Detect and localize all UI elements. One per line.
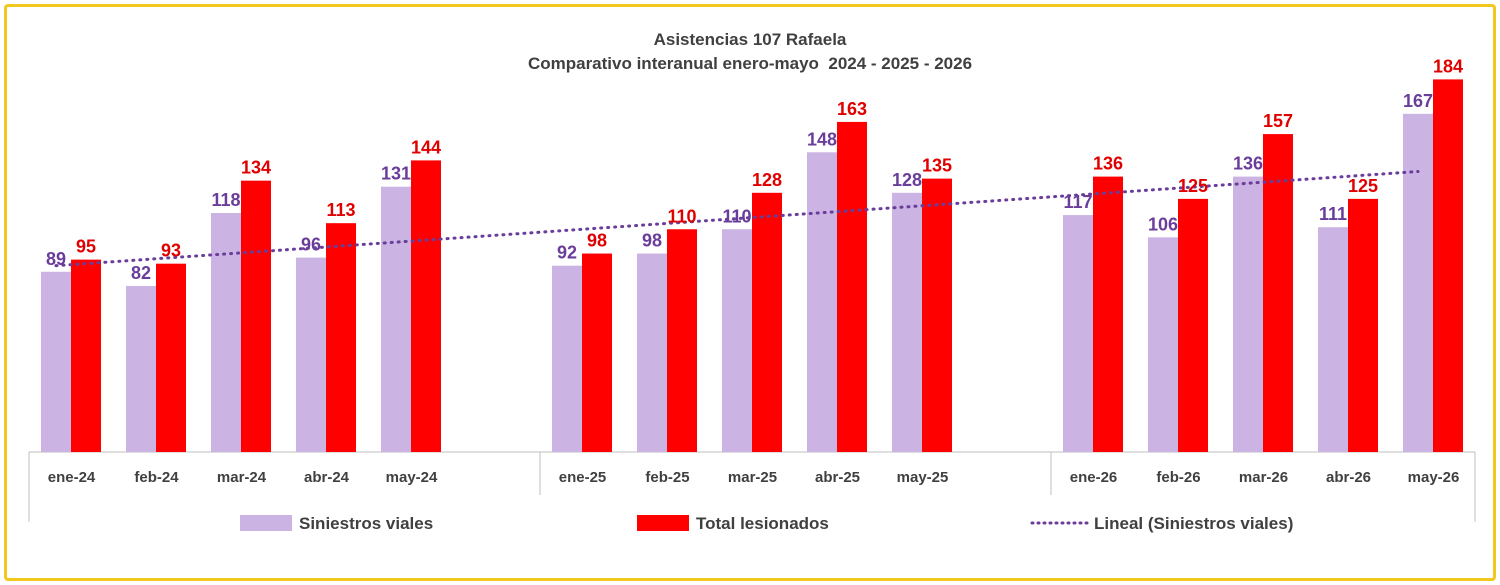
bar-siniestros [722,229,752,452]
tick-label: ene-25 [559,469,607,486]
bar-lesionados [71,259,101,452]
tick-label: abr-25 [815,469,860,486]
bar-siniestros [552,265,582,452]
chart-frame: Asistencias 107 Rafaela Comparativo inte… [4,4,1496,581]
tick-label: feb-25 [645,469,689,486]
bar-siniestros [41,271,71,452]
bar-siniestros [126,285,156,452]
data-label-siniestros: 128 [892,170,922,190]
legend-swatch-lesionados [637,515,689,531]
tick-label: may-25 [897,469,949,486]
data-label-lesionados: 136 [1093,154,1123,174]
legend-label-siniestros: Siniestros viales [299,514,433,533]
bar-siniestros [296,257,326,452]
data-label-siniestros: 118 [211,190,240,210]
bar-chart: Asistencias 107 Rafaela Comparativo inte… [28,30,1476,533]
tick-label: may-24 [386,469,438,486]
tick-label: may-26 [1408,469,1460,486]
data-label-lesionados: 134 [241,158,271,178]
data-label-siniestros: 136 [1233,154,1263,174]
bar-lesionados [1093,176,1123,452]
data-label-lesionados: 135 [922,156,952,176]
data-label-siniestros: 111 [1319,204,1347,224]
data-label-lesionados: 113 [326,200,355,220]
data-label-siniestros: 148 [807,129,837,149]
data-label-siniestros: 89 [46,249,66,269]
data-label-lesionados: 98 [587,231,607,251]
data-label-siniestros: 82 [131,263,151,283]
bar-siniestros [1148,237,1178,452]
chart-title: Asistencias 107 Rafaela [654,30,847,49]
bar-lesionados [667,229,697,452]
legend-label-trendline: Lineal (Siniestros viales) [1094,514,1293,533]
data-label-siniestros: 98 [642,231,662,251]
bars [41,79,1463,453]
tick-label: ene-26 [1070,469,1118,486]
bar-lesionados [582,253,612,452]
data-label-lesionados: 157 [1263,111,1293,131]
data-label-siniestros: 117 [1063,192,1092,212]
bar-lesionados [1433,79,1463,453]
bar-lesionados [326,223,356,452]
bar-lesionados [241,180,271,452]
data-label-siniestros: 167 [1403,91,1433,111]
bar-siniestros [1063,215,1093,452]
bar-lesionados [156,263,186,452]
tick-label: feb-26 [1156,469,1200,486]
bar-siniestros [807,152,837,453]
legend-swatch-siniestros [240,515,292,531]
bar-siniestros [1233,176,1263,452]
tick-label: mar-25 [728,469,777,486]
data-label-siniestros: 131 [381,164,411,184]
tick-label: abr-24 [304,469,350,486]
data-label-lesionados: 125 [1178,176,1208,196]
data-label-lesionados: 128 [752,170,782,190]
tick-label: mar-24 [217,469,267,486]
bar-lesionados [411,160,441,452]
data-label-lesionados: 184 [1433,56,1463,76]
bar-siniestros [211,213,241,452]
data-label-siniestros: 96 [301,235,321,255]
bar-lesionados [837,121,867,453]
bar-lesionados [752,192,782,453]
tick-label: ene-24 [48,469,96,486]
data-label-lesionados: 93 [161,241,181,261]
bar-lesionados [922,178,952,452]
data-label-lesionados: 163 [837,99,867,119]
data-label-lesionados: 125 [1348,176,1378,196]
tick-label: feb-24 [134,469,179,486]
bar-siniestros [637,253,667,452]
bar-lesionados [1178,198,1208,452]
tick-label: abr-26 [1326,469,1371,486]
bar-siniestros [1318,227,1348,452]
chart-subtitle: Comparativo interanual enero-mayo 2024 -… [528,54,972,73]
bar-siniestros [381,186,411,452]
data-label-siniestros: 110 [722,206,751,226]
category-axis: ene-24 feb-24 mar-24 abr-24 may-24 ene-25 feb-… [28,451,1476,522]
legend-label-lesionados: Total lesionados [696,514,829,533]
bar-siniestros [892,192,922,453]
data-label-siniestros: 92 [557,243,577,263]
bar-siniestros [1403,113,1433,452]
data-label-lesionados: 95 [76,237,96,257]
data-label-siniestros: 106 [1148,214,1178,234]
bar-lesionados [1263,134,1293,452]
tick-label: mar-26 [1239,469,1288,486]
bar-lesionados [1348,198,1378,452]
data-label-lesionados: 144 [411,137,441,157]
legend: Siniestros viales Total lesionados Linea… [240,514,1293,533]
data-label-lesionados: 110 [667,206,696,226]
